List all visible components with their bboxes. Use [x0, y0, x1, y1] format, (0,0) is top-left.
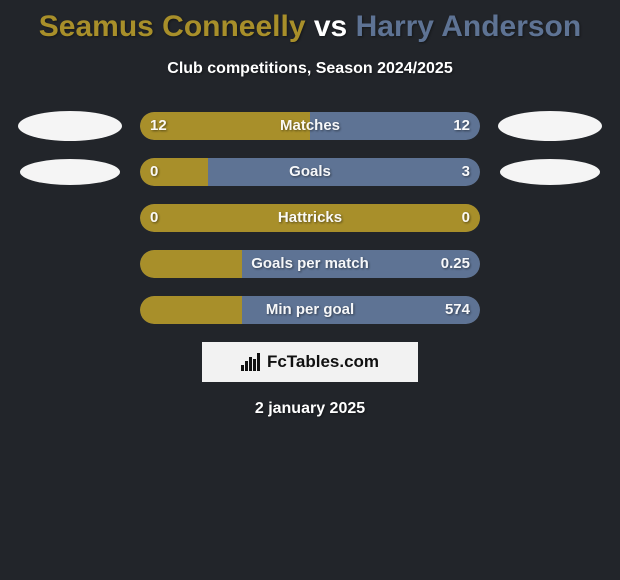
stat-label: Hattricks	[278, 204, 342, 232]
stat-right-value: 0	[462, 204, 470, 232]
player-avatar-placeholder	[18, 111, 122, 141]
stat-bar-right-fill	[208, 158, 480, 186]
stat-label: Goals	[289, 158, 331, 186]
stat-bar: 0 Goals 3	[140, 158, 480, 186]
stat-left-value: 12	[150, 112, 167, 140]
stat-right-value: 0.25	[441, 250, 470, 278]
brand-text: FcTables.com	[267, 352, 379, 372]
stat-label: Min per goal	[266, 296, 354, 324]
stat-bar: 12 Matches 12	[140, 112, 480, 140]
stat-row: 0 Goals 3	[0, 158, 620, 186]
player-avatar-placeholder	[498, 111, 602, 141]
stat-row: 12 Matches 12	[0, 112, 620, 140]
stat-right-value: 12	[453, 112, 470, 140]
stat-right-value: 574	[445, 296, 470, 324]
stat-left-value: 0	[150, 158, 158, 186]
player-avatar-placeholder	[500, 159, 600, 185]
stat-label: Matches	[280, 112, 340, 140]
avatar-slot-left	[0, 159, 140, 185]
stat-row: 0 Hattricks 0	[0, 204, 620, 232]
subtitle: Club competitions, Season 2024/2025	[0, 60, 620, 78]
avatar-slot-right	[480, 111, 620, 141]
stat-bar: 0 Hattricks 0	[140, 204, 480, 232]
stat-bar: Goals per match 0.25	[140, 250, 480, 278]
bar-chart-icon	[241, 353, 261, 371]
page-title: Seamus Conneelly vs Harry Anderson	[0, 0, 620, 44]
avatar-slot-left	[0, 111, 140, 141]
stat-bar-left-fill	[140, 250, 242, 278]
player-avatar-placeholder	[20, 159, 120, 185]
brand-footer: FcTables.com	[202, 342, 418, 382]
footer-date: 2 january 2025	[0, 400, 620, 418]
stat-bar: Min per goal 574	[140, 296, 480, 324]
stat-right-value: 3	[462, 158, 470, 186]
stat-row: Goals per match 0.25	[0, 250, 620, 278]
player1-name: Seamus Conneelly	[39, 10, 306, 43]
vs-separator: vs	[314, 10, 347, 43]
stat-label: Goals per match	[251, 250, 369, 278]
player2-name: Harry Anderson	[356, 10, 582, 43]
stat-row: Min per goal 574	[0, 296, 620, 324]
stat-left-value: 0	[150, 204, 158, 232]
stat-bar-left-fill	[140, 296, 242, 324]
avatar-slot-right	[480, 159, 620, 185]
comparison-bars-area: 12 Matches 12 0 Goals 3 0 Hattricks 0 Goals per m…	[0, 112, 620, 324]
